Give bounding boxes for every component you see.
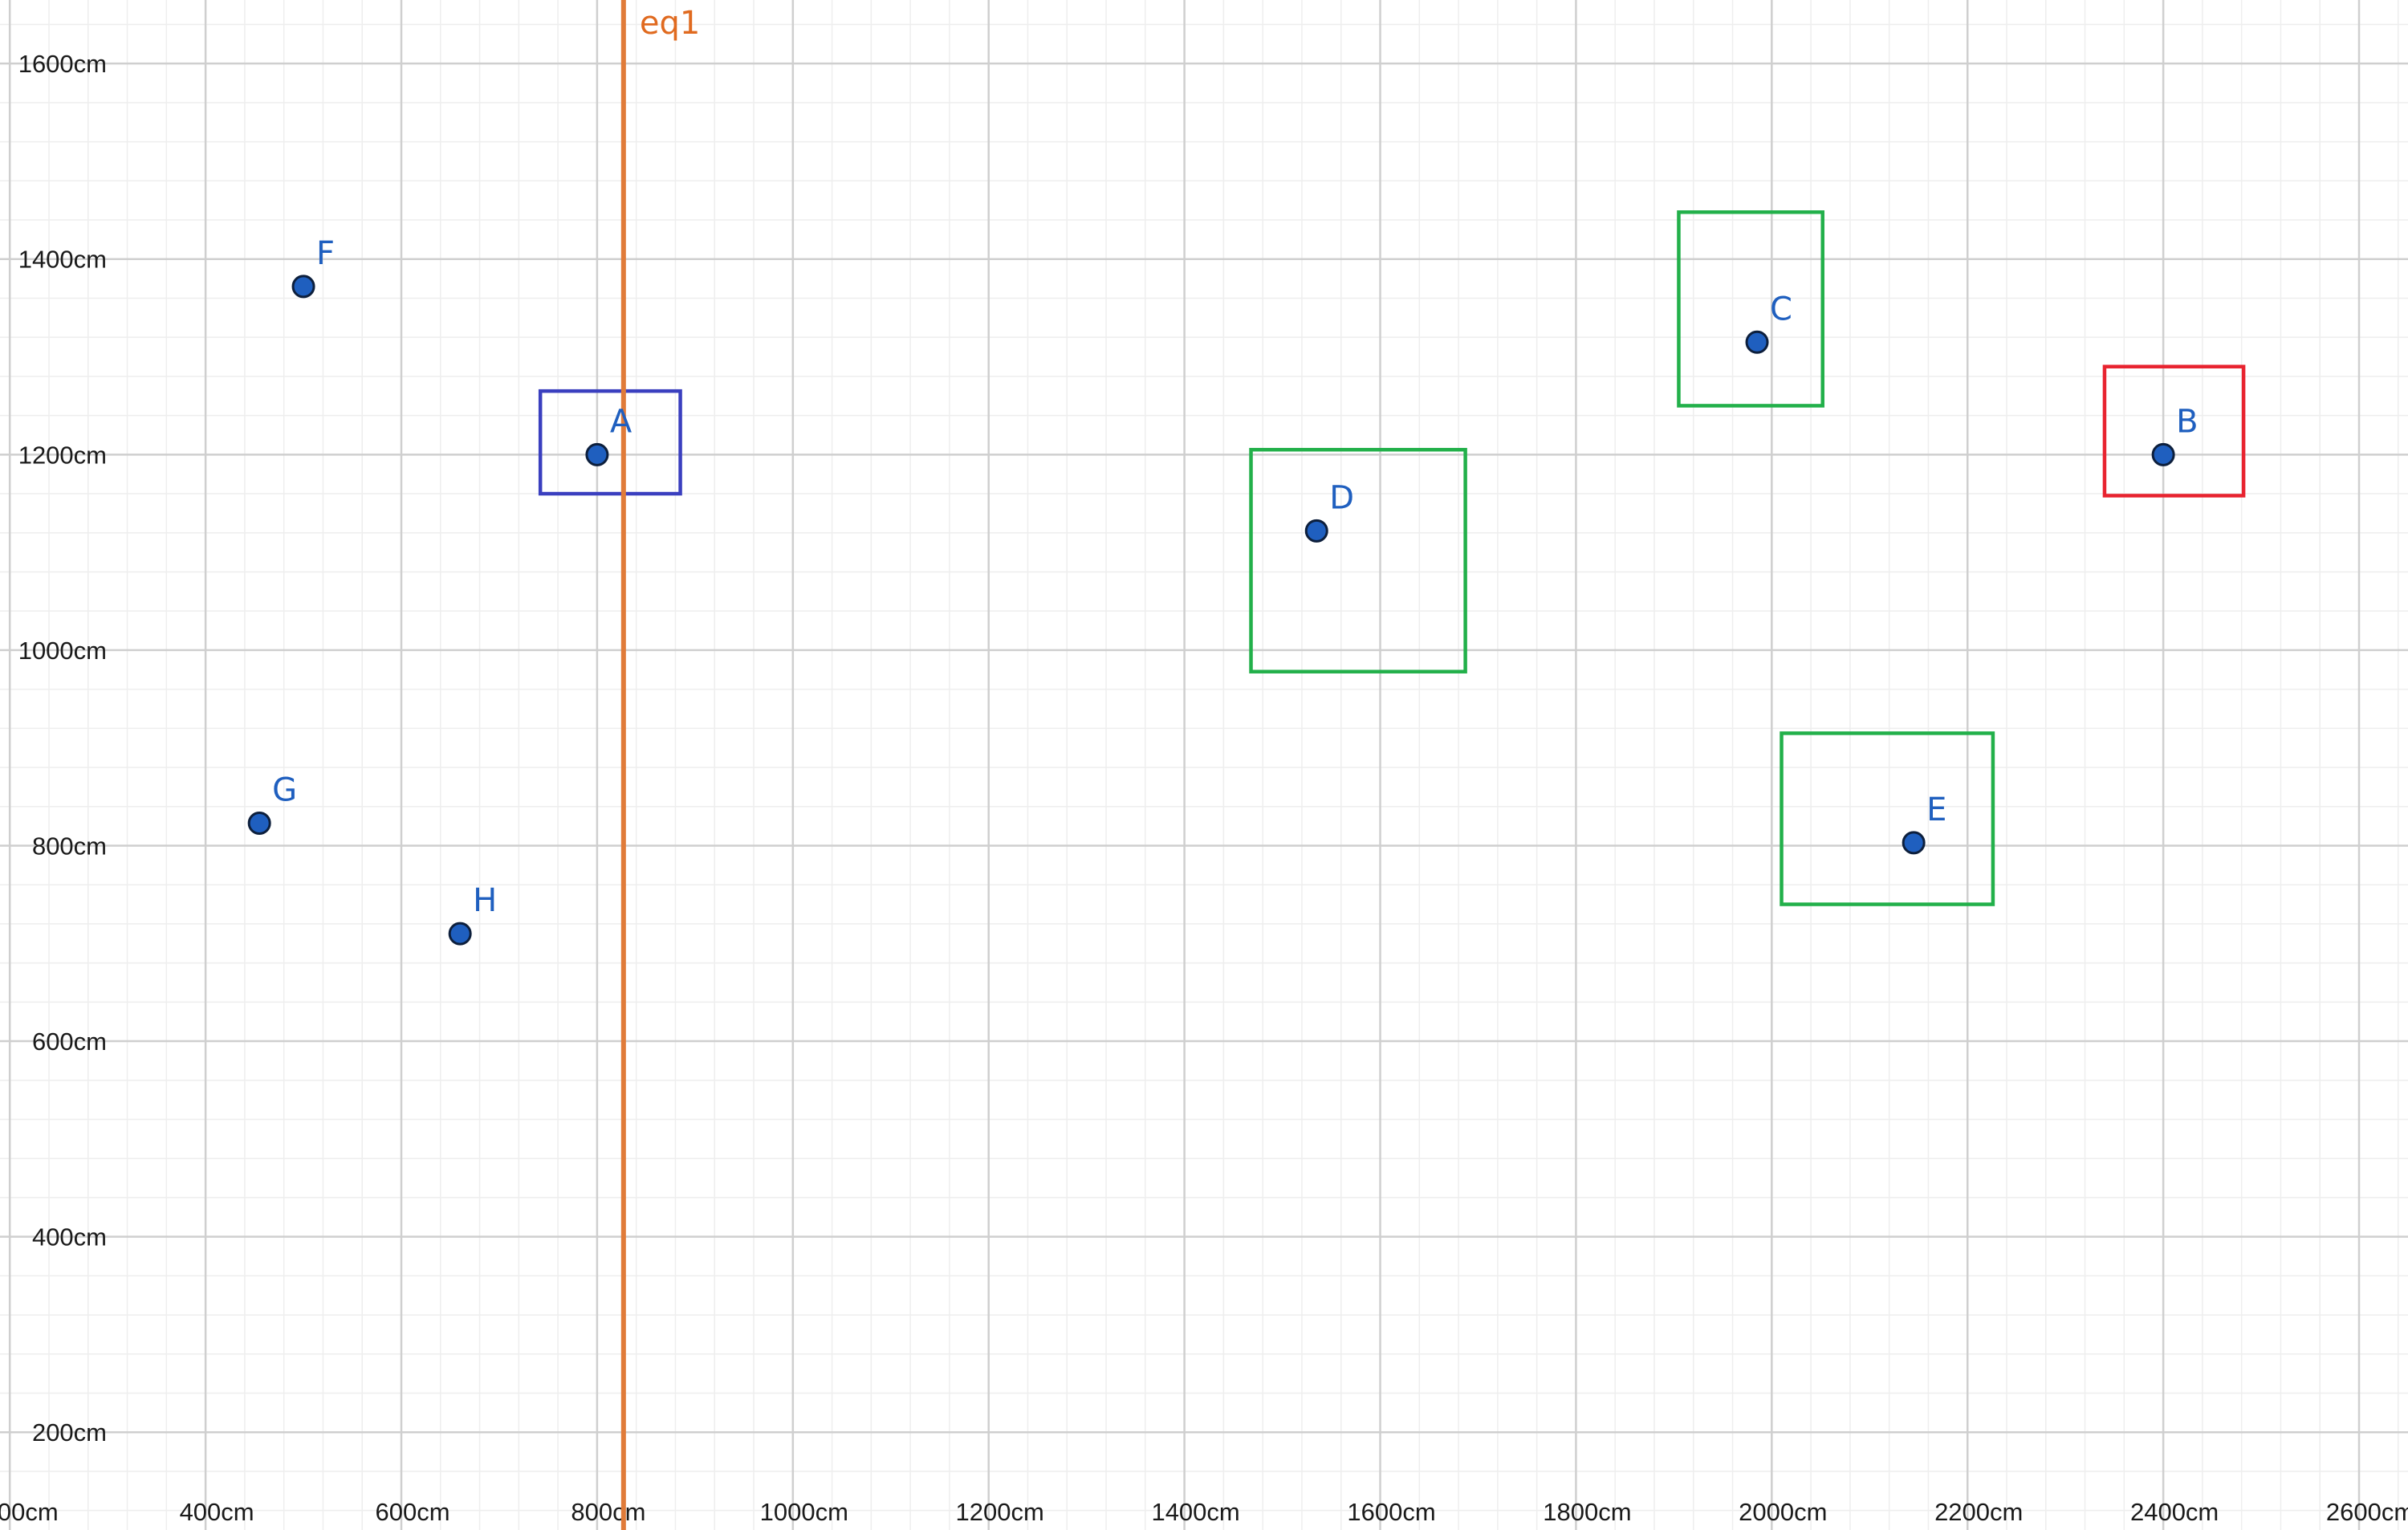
vertical-lines: eq1 [620,0,700,1530]
x-tick-label: 200cm [0,1498,59,1526]
x-tick-label: 1800cm [1543,1498,1631,1526]
point-b [2151,442,2175,466]
y-tick-label: 200cm [32,1418,107,1447]
point-label-c: C [1770,291,1792,328]
x-tick-label: 2200cm [1934,1498,2023,1526]
x-tick-label: 400cm [180,1498,254,1526]
highlight-box-a [538,389,682,496]
point-label-e: E [1926,791,1946,828]
highlight-box-d [1249,447,1467,673]
y-tick-labels: 200cm 400cm 600cm 800cm 1000cm 1200cm 1400cm 16… [18,50,107,1447]
y-tick-label: 400cm [32,1223,107,1251]
point-h [448,922,472,946]
highlight-box-b [2102,364,2246,498]
x-tick-label: 600cm [375,1498,449,1526]
x-tick-label: 2000cm [1739,1498,1827,1526]
vertical-line-label: eq1 [640,5,700,42]
y-tick-label: 1200cm [18,441,107,469]
x-tick-label: 1400cm [1151,1498,1239,1526]
point-a [585,442,609,466]
x-tick-label: 1000cm [760,1498,848,1526]
point-label-a: A [610,403,633,440]
point-label-f: F [316,235,335,272]
point-f [291,275,315,299]
x-tick-label: 1600cm [1347,1498,1435,1526]
point-label-h: H [473,882,497,919]
point-d [1304,519,1328,543]
y-tick-label: 800cm [32,832,107,860]
point-e [1902,831,1926,855]
y-tick-label: 1000cm [18,637,107,665]
point-label-g: G [272,771,297,808]
y-tick-label: 600cm [32,1027,107,1056]
x-tick-label: 2600cm [2326,1498,2408,1526]
x-tick-labels: 200cm 400cm 600cm 800cm 1000cm 1200cm 1400cm 16… [0,1498,2408,1526]
point-label-b: B [2176,403,2198,440]
highlight-box-e [1780,731,1995,906]
point-label-d: D [1329,479,1354,516]
highlight-boxes [538,210,2246,906]
x-tick-label: 800cm [571,1498,645,1526]
x-tick-label: 1200cm [956,1498,1044,1526]
x-tick-label: 2400cm [2130,1498,2219,1526]
y-tick-label: 1400cm [18,246,107,274]
highlight-box-c [1677,210,1824,408]
y-tick-label: 1600cm [18,50,107,78]
data-points: A B C D E F G H [247,235,2199,946]
point-c [1745,330,1769,354]
point-g [247,811,271,835]
